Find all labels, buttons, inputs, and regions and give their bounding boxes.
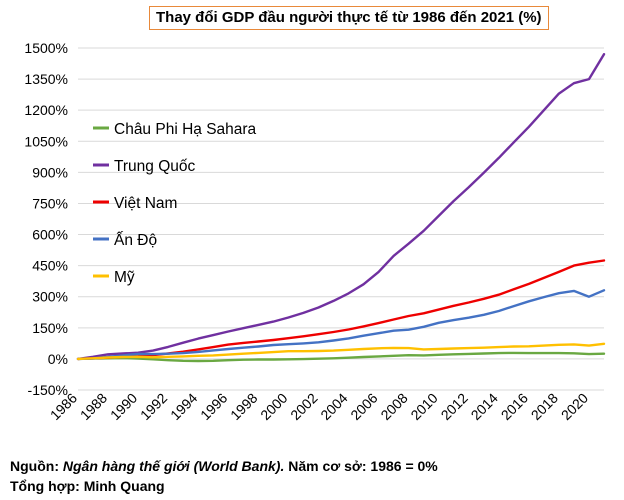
x-tick-label: 1988 [77,390,110,423]
legend-label: Trung Quốc [114,158,196,175]
x-tick-label: 2010 [407,390,440,423]
series-line [76,342,606,361]
x-tick-label: 1992 [137,390,170,423]
y-tick-label: 1200% [24,102,68,118]
x-tick-label: 1996 [197,390,230,423]
y-tick-label: -150% [28,382,68,398]
x-tick-label: 2008 [377,390,410,423]
y-tick-label: 1350% [24,71,68,87]
legend-label: Việt Nam [114,195,177,212]
y-tick-label: 300% [32,289,68,305]
series-line [76,259,606,361]
base-year-note: Năm cơ sở: 1986 = 0% [284,458,438,474]
y-tick-label: 1050% [24,133,68,149]
y-axis-tick-labels: -150% 0% 150% 300% 450% 600% 750% 900% 1050% 1200… [24,40,68,398]
series-line [76,289,606,361]
y-tick-label: 1500% [24,40,68,56]
footer-note: Nguồn: Ngân hàng thế giới (World Bank). … [10,456,438,496]
y-tick-label: 750% [32,195,68,211]
compiled-by: Tổng hợp: Minh Quang [10,478,165,494]
x-tick-label: 2002 [287,390,320,423]
series-line [76,53,606,361]
x-axis-tick-labels: 1986198819901992199419961998200020022004… [47,390,591,423]
source-name: Ngân hàng thế giới (World Bank). [62,458,285,474]
y-tick-label: 900% [32,164,68,180]
source-line: Nguồn: Ngân hàng thế giới (World Bank). … [10,456,438,476]
series-lines [76,53,606,363]
legend: Châu Phi Hạ Sahara Trung Quốc Việt Nam Ấn Đ… [93,121,257,286]
x-tick-label: 2020 [558,390,591,423]
x-tick-label: 1990 [107,390,140,423]
x-tick-label: 2004 [317,390,350,423]
series-line [76,351,606,363]
x-tick-label: 2014 [468,390,501,423]
x-tick-label: 2006 [347,390,380,423]
x-tick-label: 2012 [438,390,471,423]
y-tick-label: 600% [32,227,68,243]
y-tick-label: 0% [48,351,68,367]
legend-label: Mỹ [114,269,135,286]
x-tick-label: 2016 [498,390,531,423]
legend-label: Châu Phi Hạ Sahara [114,121,257,138]
x-tick-label: 1998 [227,390,260,423]
y-tick-label: 150% [32,320,68,336]
x-tick-label: 1994 [167,390,200,423]
x-tick-label: 2000 [257,390,290,423]
y-tick-label: 450% [32,258,68,274]
chart-title: Thay đổi GDP đầu người thực tế từ 1986 đ… [149,6,549,30]
x-tick-label: 2018 [528,390,561,423]
source-label: Nguồn: [10,458,63,474]
legend-label: Ấn Độ [114,232,157,249]
